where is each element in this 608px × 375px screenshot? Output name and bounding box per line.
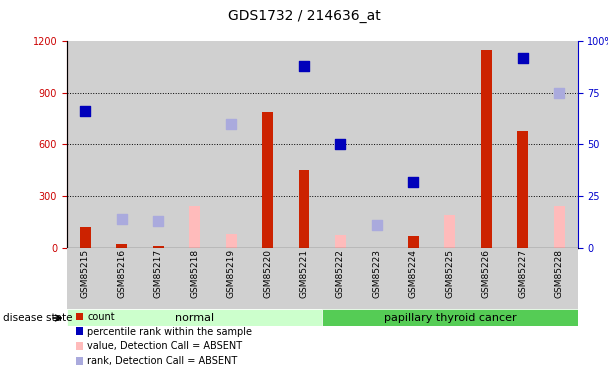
- Bar: [80, 227, 91, 248]
- Bar: [67, 41, 103, 248]
- Bar: [517, 130, 528, 248]
- Text: GSM85215: GSM85215: [81, 249, 89, 298]
- Text: GSM85222: GSM85222: [336, 249, 345, 298]
- Bar: [153, 246, 164, 248]
- Text: GSM85224: GSM85224: [409, 249, 418, 298]
- Bar: [468, 41, 505, 248]
- Text: GSM85223: GSM85223: [373, 249, 381, 298]
- Bar: [226, 234, 237, 248]
- Bar: [541, 248, 578, 309]
- Bar: [286, 41, 322, 248]
- Text: disease state: disease state: [3, 313, 72, 323]
- Bar: [67, 248, 103, 309]
- Text: GSM85225: GSM85225: [446, 249, 454, 298]
- Bar: [541, 41, 578, 248]
- Point: [299, 63, 309, 69]
- Bar: [262, 112, 273, 248]
- Bar: [432, 41, 468, 248]
- Bar: [249, 41, 286, 248]
- Bar: [505, 248, 541, 309]
- Text: GSM85228: GSM85228: [555, 249, 564, 298]
- Text: GSM85227: GSM85227: [519, 249, 527, 298]
- Bar: [408, 236, 419, 248]
- Bar: [395, 41, 432, 248]
- Point: [117, 216, 126, 222]
- Bar: [103, 248, 140, 309]
- Bar: [359, 41, 395, 248]
- Text: GSM85217: GSM85217: [154, 249, 162, 298]
- Bar: [468, 248, 505, 309]
- Text: GSM85220: GSM85220: [263, 249, 272, 298]
- Legend: count, percentile rank within the sample, value, Detection Call = ABSENT, rank, : count, percentile rank within the sample…: [72, 308, 256, 370]
- Bar: [444, 215, 455, 248]
- Text: GSM85219: GSM85219: [227, 249, 235, 298]
- Point: [518, 55, 528, 61]
- Bar: [359, 248, 395, 309]
- Bar: [116, 244, 127, 248]
- Bar: [335, 236, 346, 248]
- Point: [554, 90, 564, 96]
- Bar: [322, 309, 578, 326]
- Text: GSM85221: GSM85221: [300, 249, 308, 298]
- Bar: [189, 206, 200, 248]
- Bar: [213, 41, 249, 248]
- Bar: [432, 248, 468, 309]
- Point: [226, 121, 236, 127]
- Bar: [322, 248, 359, 309]
- Text: GSM85226: GSM85226: [482, 249, 491, 298]
- Bar: [554, 206, 565, 248]
- Bar: [322, 41, 359, 248]
- Point: [80, 108, 90, 114]
- Point: [409, 178, 418, 184]
- Bar: [140, 41, 176, 248]
- Text: papillary thyroid cancer: papillary thyroid cancer: [384, 313, 516, 323]
- Text: GDS1732 / 214636_at: GDS1732 / 214636_at: [227, 9, 381, 23]
- Text: GSM85216: GSM85216: [117, 249, 126, 298]
- Bar: [67, 309, 322, 326]
- Bar: [140, 248, 176, 309]
- Point: [372, 222, 382, 228]
- Bar: [286, 248, 322, 309]
- Point: [336, 141, 345, 147]
- Bar: [213, 248, 249, 309]
- Text: normal: normal: [175, 313, 214, 323]
- Bar: [176, 248, 213, 309]
- Bar: [395, 248, 432, 309]
- Bar: [505, 41, 541, 248]
- Bar: [481, 50, 492, 248]
- Point: [153, 217, 163, 223]
- Bar: [103, 41, 140, 248]
- Bar: [299, 170, 309, 248]
- Bar: [176, 41, 213, 248]
- Bar: [249, 248, 286, 309]
- Text: GSM85218: GSM85218: [190, 249, 199, 298]
